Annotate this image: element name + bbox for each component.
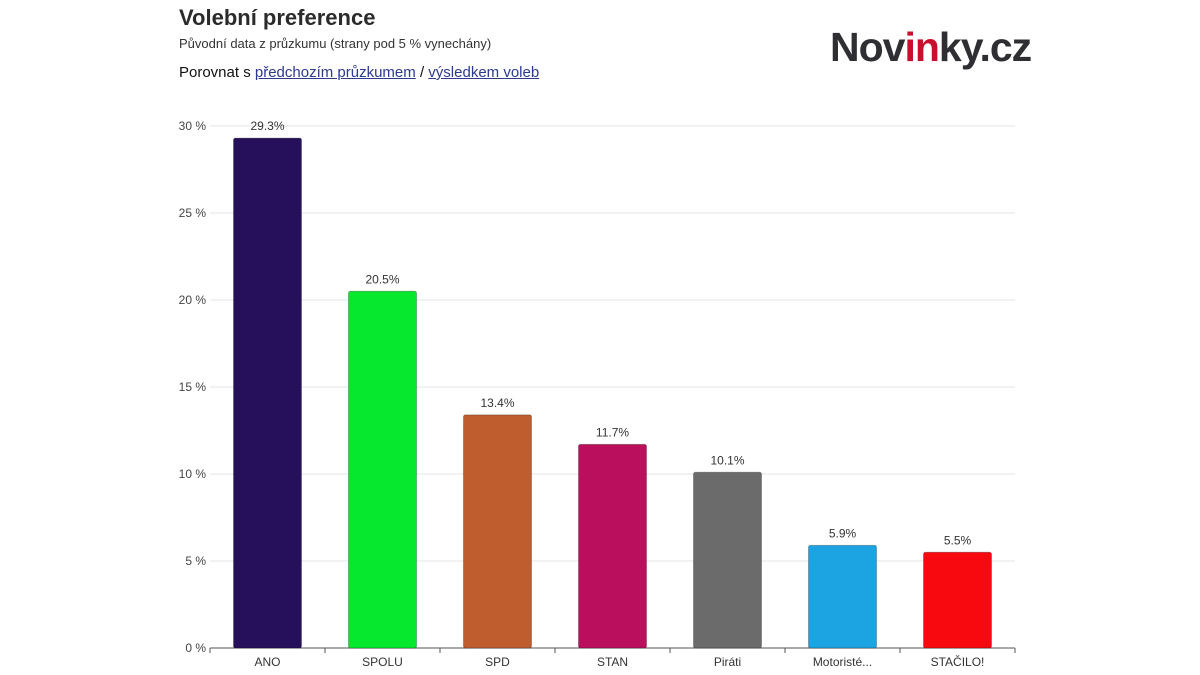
x-tick-label: Motoristé... <box>813 655 872 669</box>
x-tick-label: STAČILO! <box>931 654 985 669</box>
logo-text-accent: in <box>904 24 939 70</box>
x-tick-label: SPOLU <box>362 655 403 669</box>
compare-prefix: Porovnat s <box>179 64 255 81</box>
bar-value-label: 5.9% <box>829 526 857 540</box>
bar <box>923 551 992 649</box>
bar <box>233 137 302 649</box>
bar-value-label: 11.7% <box>596 425 629 439</box>
y-tick-label: 25 % <box>179 206 207 220</box>
chart-subtitle: Původní data z průzkumu (strany pod 5 % … <box>179 36 492 51</box>
election-result-link[interactable]: výsledkem voleb <box>428 64 540 81</box>
y-tick-label: 15 % <box>179 380 207 394</box>
logo-text-part1: Nov <box>830 24 905 70</box>
x-tick-label: SPD <box>485 655 510 669</box>
bar <box>693 471 762 649</box>
logo-text-part3: ky.cz <box>938 24 1032 70</box>
compare-line: Porovnat s předchozím průzkumem / výsled… <box>179 64 539 81</box>
y-tick-label: 10 % <box>179 467 207 481</box>
previous-poll-link[interactable]: předchozím průzkumem <box>254 64 416 81</box>
chart-title: Volební preference <box>179 5 376 30</box>
bar <box>808 544 877 649</box>
y-tick-label: 20 % <box>179 293 207 307</box>
bar-value-label: 13.4% <box>480 396 514 410</box>
novinky-logo[interactable]: Novinky.cz <box>830 24 1032 71</box>
bar-value-label: 20.5% <box>365 272 399 286</box>
bar <box>578 443 647 649</box>
bar <box>463 414 532 649</box>
bar-value-label: 5.5% <box>944 533 972 547</box>
bar-value-label: 29.3% <box>250 119 284 133</box>
bar <box>348 290 417 649</box>
x-tick-label: Piráti <box>714 655 741 669</box>
x-tick-label: ANO <box>254 655 280 669</box>
compare-separator: / <box>415 64 429 81</box>
y-tick-label: 30 % <box>179 119 207 133</box>
x-tick-label: STAN <box>597 655 628 669</box>
y-tick-label: 5 % <box>185 554 206 568</box>
bar-value-label: 10.1% <box>710 453 744 467</box>
y-tick-label: 0 % <box>185 641 206 655</box>
